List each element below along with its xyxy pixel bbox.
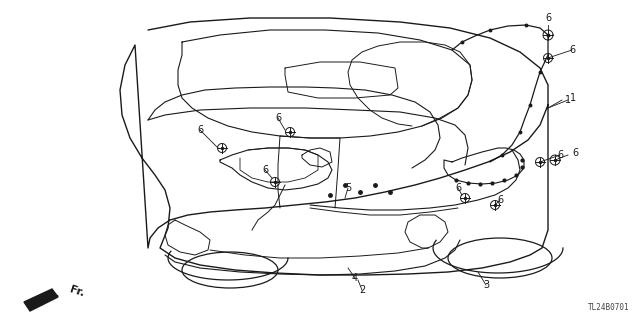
Text: Fr.: Fr. (68, 284, 85, 298)
Text: 6: 6 (497, 195, 503, 205)
Polygon shape (24, 289, 58, 311)
Text: 6: 6 (262, 165, 268, 175)
Text: 6: 6 (275, 113, 281, 123)
Text: 2: 2 (359, 285, 365, 295)
Text: 6: 6 (569, 45, 575, 55)
Text: 1: 1 (570, 93, 576, 103)
Text: 1: 1 (565, 95, 571, 105)
Text: 3: 3 (483, 280, 489, 290)
Text: 6: 6 (455, 183, 461, 193)
Text: 6: 6 (197, 125, 203, 135)
Text: 5: 5 (345, 183, 351, 193)
Text: TL24B0701: TL24B0701 (588, 303, 630, 312)
Text: 4: 4 (352, 273, 358, 283)
Text: 6: 6 (545, 13, 551, 23)
Text: 6: 6 (557, 150, 563, 160)
Text: 6: 6 (572, 148, 578, 158)
